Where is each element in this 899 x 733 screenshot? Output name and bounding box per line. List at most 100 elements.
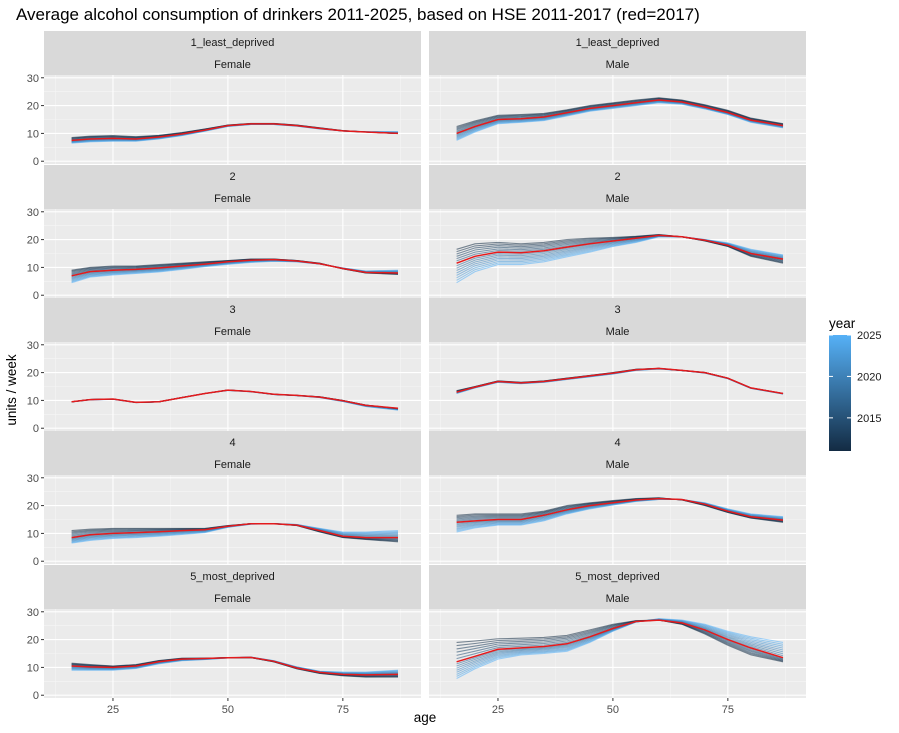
x-tick-label: 25 [492,704,504,716]
y-tick-label: 10 [27,262,39,274]
strip-sex [429,187,806,209]
series-line-year [456,619,784,662]
x-tick-label: 25 [107,704,119,716]
series-line-year [456,234,784,264]
strip-sex [44,187,421,209]
strip-deprivation [429,298,806,320]
strip-sex [44,320,421,342]
y-tick-label: 30 [27,207,39,219]
y-tick-label: 0 [33,290,39,302]
legend-tick-label: 2020 [857,371,881,383]
strip-deprivation [429,31,806,53]
facet-panel: 5_most_deprived Male 25 50 75 [429,565,806,716]
strip-label-deprivation: 5_most_deprived [190,571,274,583]
series-line-year [456,619,784,663]
x-tick-label: 50 [607,704,619,716]
y-tick-label: 0 [33,556,39,568]
y-tick-label: 10 [27,662,39,674]
legend: year 2015 2020 2025 [829,316,881,451]
strip-deprivation [44,565,421,587]
strip-label-sex: Female [214,459,251,471]
y-tick-label: 0 [33,690,39,702]
strip-label-sex: Male [606,593,630,605]
y-axis-title: units / week [4,354,19,426]
strip-deprivation [429,165,806,187]
facet-panel: 3 Female 0 10 20 30 [27,298,421,435]
series-line-highlight [456,99,784,135]
facet-panel: 4 Female 0 10 20 30 [27,431,421,568]
strip-label-sex: Female [214,593,251,605]
strip-label-sex: Male [606,59,630,71]
strip-deprivation [44,165,421,187]
y-tick-label: 20 [27,635,39,647]
series-line-highlight [71,522,398,539]
series-line-year [456,619,784,662]
series-line-year [456,619,784,661]
strip-deprivation [44,31,421,53]
strip-sex [429,53,806,75]
strip-sex [44,53,421,75]
strip-sex [429,453,806,475]
y-tick-label: 10 [27,395,39,407]
series-line-highlight [71,389,399,409]
strip-label-sex: Male [606,459,630,471]
strip-label-sex: Female [214,59,251,71]
series-line-highlight [456,234,784,264]
facet-panel: 1_least_deprived Female 0 10 20 30 [27,31,421,168]
x-tick-label: 50 [222,704,234,716]
strip-label-deprivation: 2 [614,171,620,183]
series-line-highlight [71,656,399,676]
y-tick-label: 20 [27,235,39,247]
strip-deprivation [44,298,421,320]
series-line-highlight [456,619,784,663]
y-tick-label: 20 [27,501,39,513]
strip-label-sex: Female [214,193,251,205]
strip-label-sex: Female [214,326,251,338]
strip-label-deprivation: 1_least_deprived [576,37,660,49]
strip-deprivation [429,565,806,587]
strip-deprivation [429,431,806,453]
legend-colorbar [829,335,851,451]
x-tick-label: 75 [722,704,734,716]
strip-label-deprivation: 5_most_deprived [575,571,659,583]
strip-label-deprivation: 1_least_deprived [191,37,275,49]
facet-panel: 5_most_deprived Female 0 10 20 30 25 50 75 [27,565,421,716]
strip-label-deprivation: 3 [614,304,620,316]
legend-title: year [829,316,856,331]
series-line-year [456,97,784,128]
series-line-highlight [456,367,784,395]
x-tick-label: 75 [337,704,349,716]
facet-panel: 2 Male [429,165,806,298]
chart-title: Average alcohol consumption of drinkers … [16,5,700,24]
strip-sex [44,587,421,609]
x-axis-title: age [414,710,437,725]
legend-tick-label: 2025 [857,330,881,342]
facet-panel: 1_least_deprived Male [429,31,806,164]
y-tick-label: 30 [27,340,39,352]
strip-label-sex: Male [606,193,630,205]
y-tick-label: 20 [27,368,39,380]
strip-deprivation [44,431,421,453]
series-line-year [456,619,784,660]
y-tick-label: 30 [27,607,39,619]
series-line-highlight [71,123,399,142]
facet-panels: 1_least_deprivedFemale01020301_least_dep… [27,31,806,716]
strip-sex [429,320,806,342]
series-line-highlight [456,497,784,524]
series-line-highlight [71,258,399,277]
strip-label-sex: Male [606,326,630,338]
legend-tick-label: 2015 [857,413,881,425]
y-tick-label: 20 [27,101,39,113]
y-tick-label: 0 [33,423,39,435]
strip-label-deprivation: 2 [229,171,235,183]
strip-label-deprivation: 3 [229,304,235,316]
y-tick-label: 30 [27,473,39,485]
strip-sex [44,453,421,475]
series-line-year [456,497,784,523]
y-tick-label: 10 [27,528,39,540]
strip-label-deprivation: 4 [229,437,235,449]
strip-label-deprivation: 4 [614,437,620,449]
strip-sex [429,587,806,609]
facet-panel: 3 Male [429,298,806,431]
